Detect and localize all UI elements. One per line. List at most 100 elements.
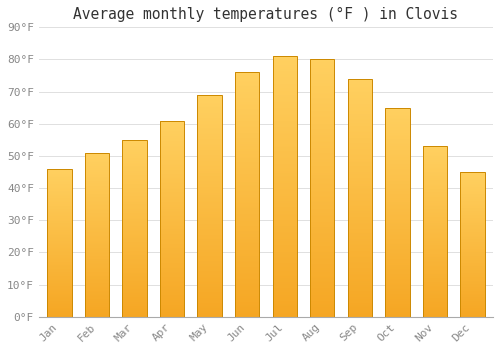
Bar xyxy=(460,294,484,295)
Bar xyxy=(198,198,222,199)
Bar xyxy=(198,266,222,267)
Bar xyxy=(460,291,484,292)
Bar xyxy=(235,137,260,138)
Bar xyxy=(160,168,184,169)
Bar xyxy=(385,177,409,178)
Bar xyxy=(48,311,72,312)
Bar xyxy=(235,155,260,157)
Bar xyxy=(385,212,409,213)
Bar xyxy=(160,170,184,172)
Bar xyxy=(422,207,447,208)
Bar xyxy=(310,113,334,115)
Bar xyxy=(422,256,447,257)
Bar xyxy=(310,89,334,90)
Bar xyxy=(348,223,372,224)
Bar xyxy=(48,176,72,177)
Bar xyxy=(385,257,409,258)
Bar xyxy=(460,211,484,212)
Bar xyxy=(348,269,372,271)
Bar xyxy=(235,125,260,126)
Bar xyxy=(385,198,409,199)
Bar xyxy=(198,245,222,246)
Bar xyxy=(348,200,372,201)
Bar xyxy=(385,278,409,279)
Bar xyxy=(235,149,260,150)
Bar xyxy=(198,284,222,285)
Bar xyxy=(48,186,72,187)
Bar xyxy=(160,253,184,254)
Bar xyxy=(422,235,447,236)
Bar xyxy=(85,219,109,220)
Bar xyxy=(272,264,297,265)
Bar xyxy=(272,145,297,146)
Bar xyxy=(348,268,372,269)
Bar xyxy=(385,112,409,113)
Bar xyxy=(422,162,447,163)
Bar xyxy=(122,200,146,201)
Bar xyxy=(198,130,222,132)
Bar xyxy=(310,178,334,179)
Bar xyxy=(85,214,109,215)
Bar xyxy=(85,221,109,222)
Bar xyxy=(198,169,222,170)
Bar xyxy=(198,137,222,138)
Bar xyxy=(48,227,72,228)
Bar xyxy=(460,255,484,256)
Bar xyxy=(235,195,260,196)
Bar xyxy=(422,177,447,178)
Bar xyxy=(385,306,409,307)
Bar xyxy=(160,215,184,216)
Bar xyxy=(48,236,72,237)
Bar xyxy=(348,139,372,141)
Bar xyxy=(160,211,184,212)
Bar xyxy=(460,300,484,301)
Bar xyxy=(198,247,222,248)
Bar xyxy=(48,187,72,188)
Bar xyxy=(385,249,409,250)
Bar xyxy=(348,125,372,126)
Bar xyxy=(235,118,260,119)
Bar xyxy=(422,183,447,184)
Bar xyxy=(310,233,334,235)
Bar xyxy=(85,216,109,217)
Bar xyxy=(310,193,334,195)
Bar xyxy=(235,115,260,116)
Bar xyxy=(310,267,334,268)
Bar xyxy=(160,142,184,143)
Bar xyxy=(385,139,409,140)
Bar xyxy=(235,306,260,307)
Bar xyxy=(85,252,109,253)
Bar xyxy=(85,197,109,198)
Bar xyxy=(122,173,146,174)
Bar xyxy=(122,166,146,167)
Bar xyxy=(348,222,372,223)
Bar xyxy=(385,202,409,203)
Bar xyxy=(48,310,72,311)
Bar xyxy=(122,305,146,306)
Bar xyxy=(460,257,484,258)
Bar xyxy=(160,315,184,316)
Bar xyxy=(160,254,184,255)
Bar xyxy=(272,239,297,240)
Bar xyxy=(160,297,184,298)
Bar xyxy=(422,301,447,302)
Bar xyxy=(160,193,184,194)
Bar xyxy=(85,257,109,258)
Bar xyxy=(235,223,260,224)
Bar xyxy=(122,188,146,189)
Bar xyxy=(198,296,222,297)
Bar xyxy=(235,276,260,278)
Bar xyxy=(385,217,409,218)
Bar xyxy=(48,253,72,254)
Bar xyxy=(122,250,146,251)
Bar xyxy=(348,138,372,139)
Bar xyxy=(310,301,334,303)
Bar xyxy=(348,253,372,254)
Bar xyxy=(348,245,372,247)
Bar xyxy=(48,297,72,298)
Bar xyxy=(85,236,109,237)
Bar xyxy=(422,217,447,218)
Bar xyxy=(310,182,334,183)
Bar xyxy=(460,212,484,213)
Bar xyxy=(348,306,372,307)
